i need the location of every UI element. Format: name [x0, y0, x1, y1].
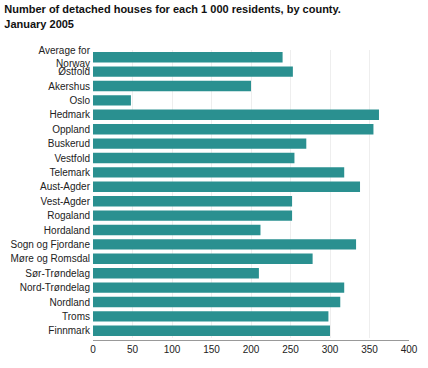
svg-text:Sør-Trøndelag: Sør-Trøndelag [25, 268, 90, 279]
svg-text:Number of detached houses for: Number of detached houses for each 1 000… [4, 3, 341, 29]
svg-text:Buskerud: Buskerud [48, 138, 90, 149]
svg-text:Vest-Agder: Vest-Agder [41, 196, 91, 207]
svg-text:Oslo: Oslo [69, 95, 90, 106]
svg-text:250: 250 [282, 344, 299, 355]
svg-text:Finnmark: Finnmark [48, 325, 91, 336]
svg-text:50: 50 [127, 344, 139, 355]
svg-text:Sogn og Fjordane: Sogn og Fjordane [10, 239, 90, 250]
svg-text:Nordland: Nordland [49, 297, 90, 308]
svg-text:Nord-Trøndelag: Nord-Trøndelag [20, 282, 90, 293]
svg-text:200: 200 [243, 344, 260, 355]
svg-text:Telemark: Telemark [49, 167, 91, 178]
svg-text:400: 400 [401, 344, 418, 355]
svg-text:350: 350 [361, 344, 378, 355]
svg-text:0: 0 [90, 344, 96, 355]
svg-text:Hedmark: Hedmark [49, 109, 91, 120]
svg-text:Troms: Troms [62, 311, 90, 322]
svg-text:100: 100 [164, 344, 181, 355]
svg-text:Østfold: Østfold [58, 66, 90, 77]
svg-text:Akershus: Akershus [48, 81, 90, 92]
svg-text:Hordaland: Hordaland [44, 225, 90, 236]
svg-text:Average forNorway: Average forNorway [38, 45, 90, 69]
svg-text:Rogaland: Rogaland [47, 210, 90, 221]
svg-text:Vestfold: Vestfold [54, 153, 90, 164]
svg-text:Aust-Agder: Aust-Agder [40, 181, 91, 192]
svg-text:Oppland: Oppland [52, 124, 90, 135]
svg-text:300: 300 [322, 344, 339, 355]
svg-text:Møre og Romsdal: Møre og Romsdal [11, 253, 90, 264]
svg-text:150: 150 [203, 344, 220, 355]
